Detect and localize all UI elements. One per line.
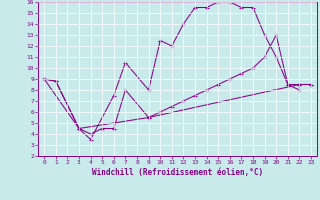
X-axis label: Windchill (Refroidissement éolien,°C): Windchill (Refroidissement éolien,°C) [92,168,263,177]
